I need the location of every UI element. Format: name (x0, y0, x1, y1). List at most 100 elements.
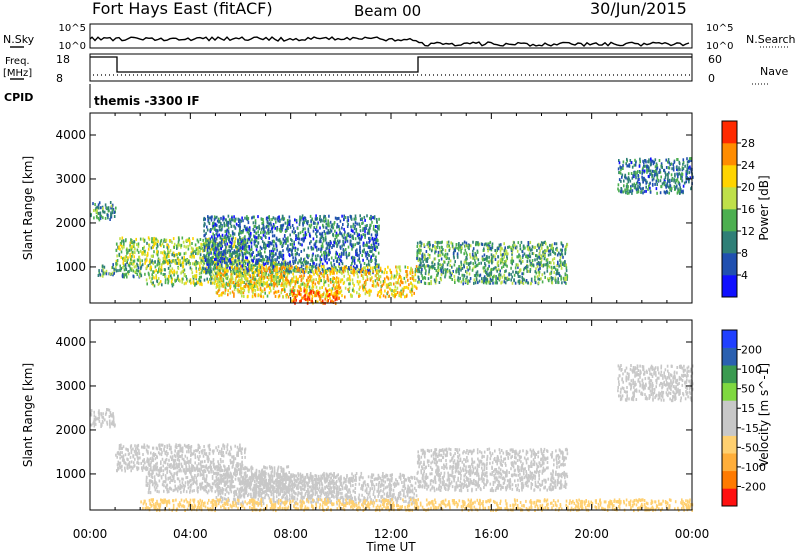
power-cell (404, 295, 406, 299)
power-cell (356, 234, 359, 238)
power-cell (137, 269, 139, 273)
power-cell (213, 215, 216, 219)
power-cell (476, 250, 479, 254)
power-cell (444, 268, 446, 272)
power-cell (432, 244, 434, 247)
power-cell (282, 295, 284, 299)
power-cell (284, 234, 286, 237)
power-cell (276, 264, 278, 267)
power-cell (270, 259, 272, 263)
power-cell (362, 286, 364, 290)
power-cell (112, 207, 115, 211)
power-cell (280, 266, 283, 270)
power-cell (169, 271, 171, 275)
power-cell (286, 281, 289, 285)
power-cell (369, 216, 371, 220)
power-cell (548, 249, 550, 253)
power-cell (320, 240, 322, 244)
power-cell (556, 269, 558, 273)
power-cell (350, 225, 352, 229)
power-cell (121, 236, 124, 240)
power-cell (287, 236, 289, 240)
power-cell (307, 229, 310, 233)
power-cell (110, 215, 113, 219)
power-cell (364, 292, 367, 296)
power-cell (565, 266, 568, 270)
power-cell (222, 273, 225, 277)
power-cell (210, 277, 213, 281)
power-cell (515, 270, 517, 274)
power-cell (225, 245, 227, 249)
power-cell (366, 256, 369, 260)
power-cell (240, 219, 243, 223)
power-cell (309, 274, 311, 278)
power-cell (292, 227, 295, 231)
power-cell (526, 244, 529, 248)
power-cell (189, 243, 191, 247)
power-cell (470, 261, 472, 265)
power-cell (309, 214, 312, 218)
power-cell (279, 275, 281, 279)
power-cell (257, 215, 259, 219)
power-cell (256, 285, 259, 289)
power-cell (300, 267, 302, 271)
power-cell (271, 279, 274, 283)
power-cell (324, 280, 326, 284)
power-cell (123, 240, 125, 244)
power-cell (680, 188, 682, 192)
power-cell (250, 245, 253, 249)
power-cell (367, 253, 369, 257)
power-cell (199, 238, 202, 241)
power-cell (369, 246, 372, 250)
power-cell (558, 264, 560, 268)
power-cell (482, 258, 484, 262)
power-cell (195, 266, 197, 270)
power-cell (263, 277, 265, 281)
power-cell (165, 260, 168, 264)
power-cell (232, 256, 234, 260)
power-cell (231, 238, 234, 242)
power-cell (166, 243, 168, 247)
power-cell (309, 265, 311, 269)
power-cell (219, 243, 221, 247)
power-cell (185, 281, 187, 285)
power-cell (452, 246, 455, 250)
power-cell (224, 250, 226, 254)
power-cell (374, 233, 377, 237)
power-cell (510, 278, 512, 282)
power-cell (318, 268, 321, 272)
power-cell (339, 280, 342, 284)
power-cell (274, 290, 277, 294)
power-cell (423, 243, 425, 247)
power-cell (307, 271, 310, 274)
power-cell (474, 251, 476, 255)
power-cell (364, 224, 367, 228)
power-cell (417, 270, 419, 274)
power-cell (112, 273, 114, 277)
power-cell (538, 277, 541, 281)
power-cell (276, 217, 278, 221)
power-cell (376, 225, 379, 228)
power-cell (297, 237, 299, 240)
power-cell (205, 245, 208, 249)
power-cell (264, 268, 267, 272)
power-cell (261, 265, 263, 269)
power-cell (111, 211, 114, 215)
power-cell (257, 253, 260, 257)
power-cell (249, 254, 252, 258)
power-cell (269, 275, 271, 279)
power-cell (223, 253, 225, 257)
power-cell (257, 236, 260, 240)
power-cell (232, 260, 235, 264)
power-cell (304, 233, 307, 237)
power-cell (427, 257, 429, 261)
power-cell (507, 252, 509, 256)
power-cell (489, 281, 491, 284)
power-cell (336, 225, 338, 229)
power-cell (500, 281, 502, 285)
power-cell (202, 263, 205, 267)
power-cell (139, 269, 141, 273)
power-cell (252, 266, 255, 270)
power-cell (529, 246, 531, 250)
power-cell (465, 257, 467, 261)
